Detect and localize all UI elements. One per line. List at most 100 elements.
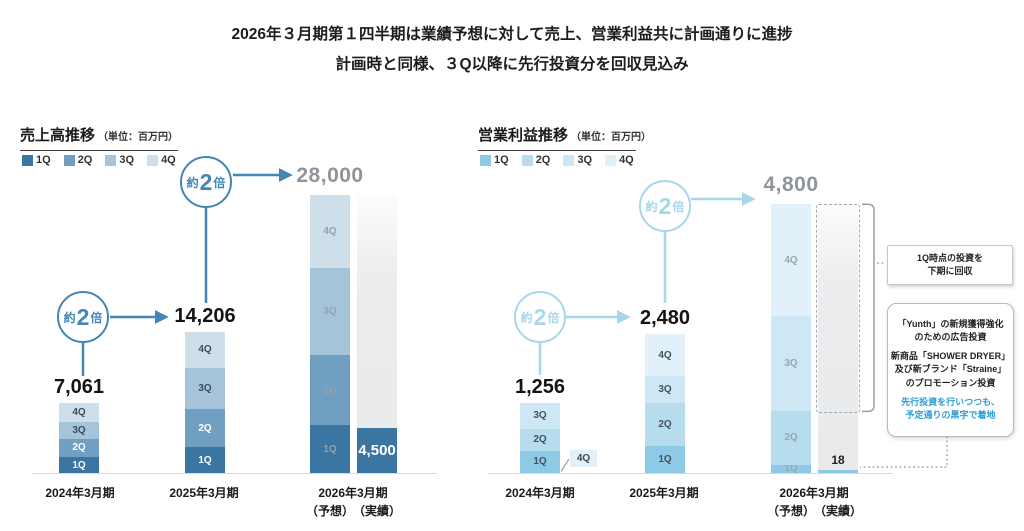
slide-title-line2: 計画時と同様、３Q以降に先行投資分を回収見込み [335,56,689,73]
segment-label-4q: 4Q [72,406,86,418]
legend-swatch-4q [605,154,617,166]
ad-investment-line2: のための広告投資 [914,332,987,343]
legend-swatch-3q [563,154,575,166]
x-axis-sub-label: （実績） [813,504,862,518]
segment-label-1q: 1Q [72,459,86,471]
bar-segment-2q: 2Q [59,438,99,458]
callout-4q: 4Q [570,450,597,467]
actual-value-label: 18 [831,453,845,467]
legend-label-4q: 4Q [161,154,176,166]
multiplier-number: 2 [199,168,213,195]
bar-segment-2q: 2Q [771,411,811,465]
segment-label-2q: 2Q [784,432,798,444]
bar-segment-1q: 1Q [59,457,99,473]
forecast-total-label: 28,000 [296,163,364,187]
profit-chart-title: 営業利益推移 （単位：百万円） [478,124,651,151]
legend-label-4q: 4Q [619,154,634,166]
multiplier-text: 約 [645,199,658,214]
x-axis-line [488,473,893,474]
legend-label-1q: 1Q [494,154,509,166]
x-axis-sub-label: （実績） [352,504,401,518]
actual-value-segment: 4,500 [357,428,397,473]
segment-label-3q: 3Q [198,383,212,395]
bar-total-label: 14,206 [174,304,236,327]
x-axis-label: 2026年3月期 [318,486,388,500]
multiplier-suffix: 倍 [672,199,685,214]
segment-label-1q: 1Q [323,443,337,455]
bar-segment-4q: 4Q [310,194,350,269]
segment-label-2q: 2Q [72,442,86,454]
highlight-line1: 先行投資を行いつつも、 [901,396,1000,407]
legend-item-4q: 4Q [147,154,176,166]
revenue-chart-legend: 1Q 2Q 3Q 4Q [22,154,189,166]
legend-swatch-2q [63,154,75,166]
segment-label-2q: 2Q [323,384,337,396]
revenue-chart-unit-label: （単位：百万円） [98,132,179,143]
multiplier-number: 2 [658,192,672,219]
bar-total-label: 7,061 [53,375,105,398]
segment-label-3q: 3Q [533,410,547,422]
promotion-line2: 及び新ブランド「Straine」 [894,364,1007,375]
ad-investment-line1: 「Yunth」の新規獲得強化 [897,319,1004,330]
revenue-chart-title-text: 売上高推移 [20,127,96,144]
multiplier-text: 約 [186,175,199,190]
multiplier-number: 2 [76,303,90,330]
legend-item-3q: 3Q [563,154,592,166]
segment-label-1q: 1Q [784,463,798,475]
investment-recovery-note: 1Q時点の投資を 下期に回収 [887,245,1013,285]
x-axis-label: 2026年3月期 [779,486,849,500]
legend-label-1q: 1Q [36,154,51,166]
x-axis-sub-label: （予想） [766,504,815,518]
legend-label-2q: 2Q [535,154,551,166]
actual-ghost-bar [357,194,397,473]
bar-segment-3q: 3Q [645,376,685,403]
segment-label-3q: 3Q [658,384,672,396]
bar-segment-3q: 3Q [771,316,811,412]
profit-highlight-paragraph: 先行投資を行いつつも、 予定通りの黒字で着地 [901,396,1000,422]
actual-value-segment [818,470,858,473]
slide-header: 2026年３月期第１四半期は業績予想に対して売上、営業利益共に計画通りに進捗 計… [0,20,1024,80]
profit-chart-legend: 1Q 2Q 3Q 4Q [480,154,647,166]
bar-segment-4q: 4Q [645,334,685,377]
legend-swatch-2q [521,154,533,166]
recovery-note-line2: 下期に回収 [927,266,973,276]
legend-item-1q: 1Q [480,154,509,166]
legend-item-2q: 2Q [521,154,551,166]
segment-label-3q: 3Q [784,358,798,370]
bar-total-label: 2,480 [639,307,691,330]
x-axis-label: 2025年3月期 [169,486,239,500]
promotion-line1: 新商品「SHOWER DRYER」 [890,351,1011,362]
multiplier-suffix: 倍 [547,310,560,325]
legend-label-3q: 3Q [577,154,593,166]
bar-segment-4q: 4Q [59,402,99,422]
segment-label-4q: 4Q [323,226,337,238]
dashed-highlight-box [816,204,860,414]
bar-total-label: 1,256 [514,375,566,398]
multiplier-suffix: 倍 [90,310,103,325]
x-axis-label: 2024年3月期 [505,486,575,500]
promotion-investment-paragraph: 新商品「SHOWER DRYER」 及び新ブランド「Straine」 のプロモー… [891,350,1010,389]
bar-segment-1q: 1Q [310,425,350,473]
profit-chart-title-text: 営業利益推移 [478,127,569,144]
slide-title-line1: 2026年３月期第１四半期は業績予想に対して売上、営業利益共に計画通りに進捗 [231,26,793,43]
ad-investment-paragraph: 「Yunth」の新規獲得強化 のための広告投資 [898,318,1004,344]
segment-label-2q: 2Q [658,418,672,430]
legend-label-2q: 2Q [77,154,93,166]
legend-item-4q: 4Q [605,154,634,166]
legend-label-3q: 3Q [119,154,135,166]
x-axis-sub-label: （予想） [305,504,354,518]
legend-swatch-3q [105,154,117,166]
segment-label-1q: 1Q [658,453,672,465]
bar-segment-4q: 4Q [185,331,225,368]
bar-segment-3q: 3Q [310,268,350,355]
bar-segment-2q: 2Q [310,354,350,426]
bar-segment-1q: 1Q [645,445,685,473]
legend-item-3q: 3Q [105,154,134,166]
bar-segment-1q: 1Q [771,463,811,475]
promotion-line3: のプロモーション投資 [905,377,996,388]
legend-swatch-4q [147,154,159,166]
